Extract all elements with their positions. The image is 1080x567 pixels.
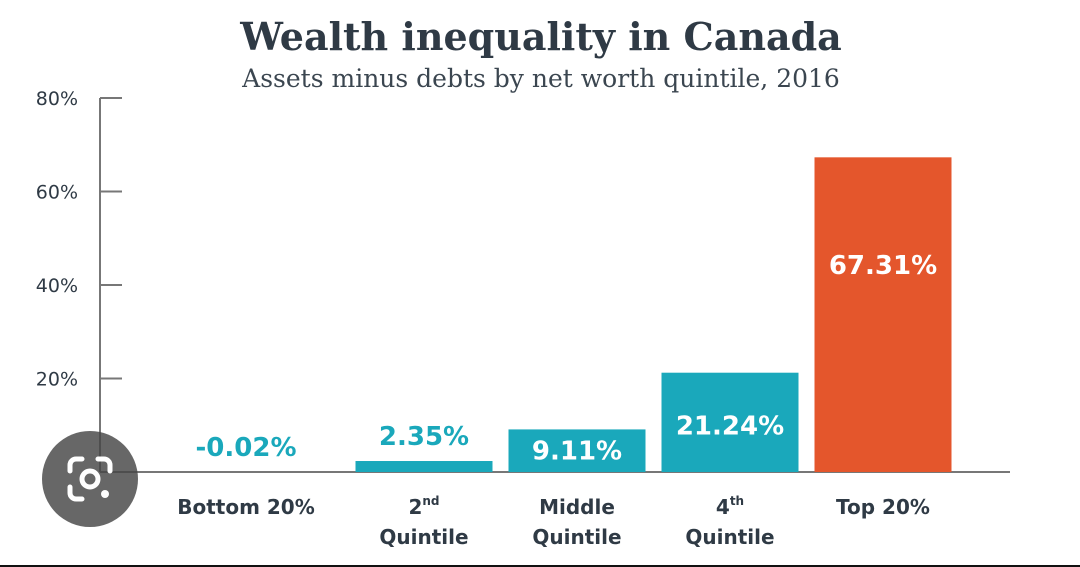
- bottom-border: [0, 565, 1080, 567]
- data-label: 21.24%: [676, 411, 784, 441]
- category-label-line2: Quintile: [685, 525, 774, 549]
- category-label-line2: Quintile: [532, 525, 621, 549]
- y-tick-label: 60%: [36, 182, 78, 204]
- x-axis-categories: Bottom 20% 2nd Quintile Middle Quintile 4th Qu…: [177, 494, 930, 549]
- category-label: 4th: [716, 494, 744, 519]
- bar: [814, 157, 952, 472]
- y-tick-label: 40%: [36, 275, 78, 297]
- chart-title: Wealth inequality in Canada: [239, 14, 842, 59]
- y-tick-label: 20%: [36, 369, 78, 391]
- category-label: Middle: [539, 495, 615, 519]
- data-label: 67.31%: [829, 251, 937, 281]
- category-label: Top 20%: [836, 495, 930, 519]
- category-label: 2nd: [408, 494, 439, 519]
- bar: [355, 461, 493, 472]
- camera-icon: [67, 456, 113, 502]
- category-label: Bottom 20%: [177, 495, 315, 519]
- bars: -0.02% 2.35% 9.11% 21.24% 67.31%: [196, 157, 952, 472]
- category-label-line2: Quintile: [379, 525, 468, 549]
- chart-subtitle: Assets minus debts by net worth quintile…: [241, 64, 840, 93]
- data-label: 2.35%: [379, 422, 469, 452]
- data-label: -0.02%: [196, 433, 297, 463]
- data-label: 9.11%: [532, 437, 622, 467]
- bar: [661, 372, 799, 472]
- google-lens-icon[interactable]: [42, 431, 138, 527]
- bar: [508, 429, 646, 472]
- y-tick-label: 80%: [36, 88, 78, 110]
